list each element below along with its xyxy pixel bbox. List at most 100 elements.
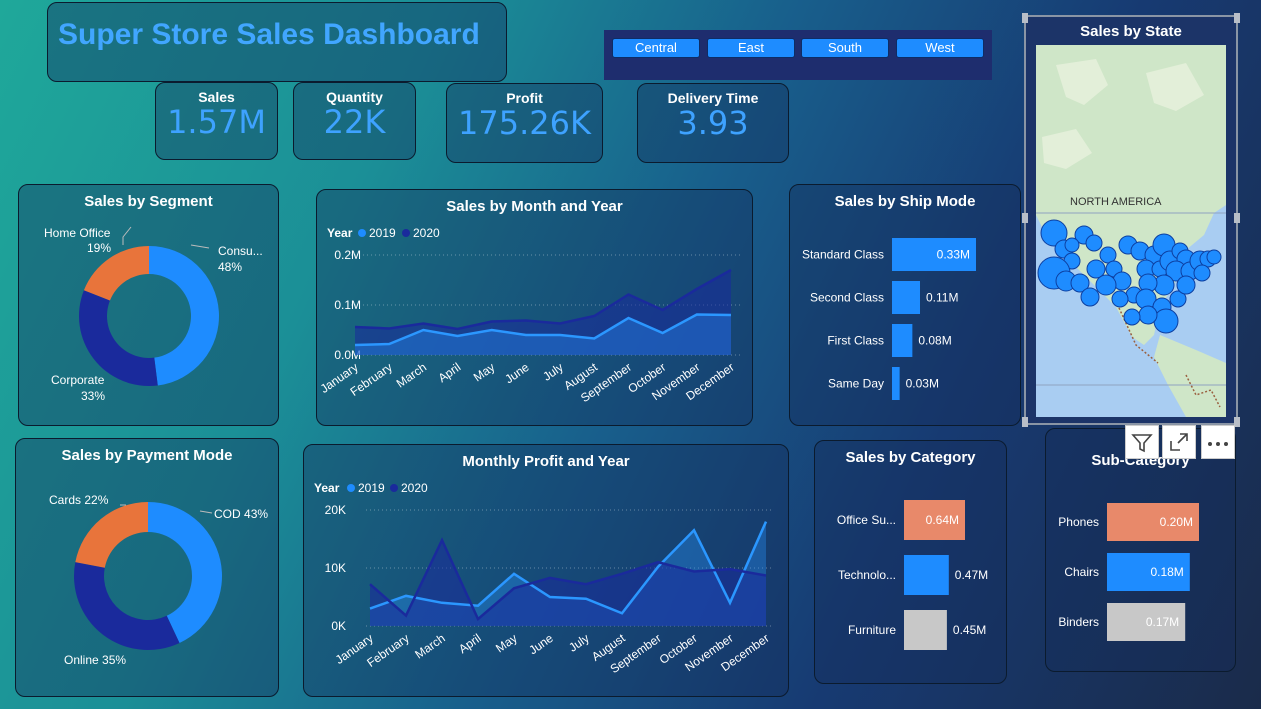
- segment-slice[interactable]: [149, 246, 220, 386]
- x-tick-label: March: [394, 360, 429, 391]
- resize-handle[interactable]: [1022, 417, 1028, 427]
- state-bubble[interactable]: [1153, 308, 1179, 334]
- payment-donut-chart: Cards 22% COD 43% Online 35%: [49, 493, 268, 667]
- payment-slice[interactable]: [148, 502, 222, 643]
- state-bubble[interactable]: [1085, 234, 1103, 252]
- state-bubble[interactable]: [1169, 290, 1187, 308]
- segment-pct-corporate: 33%: [81, 389, 105, 403]
- value-label: 0.33M: [937, 248, 970, 262]
- bar[interactable]: [904, 555, 949, 595]
- state-bubble[interactable]: [1206, 249, 1222, 265]
- category-chart-title: Sales by Category: [845, 449, 976, 466]
- state-bubble[interactable]: [1193, 264, 1211, 282]
- bar[interactable]: [1107, 503, 1199, 541]
- line-2019[interactable]: [354, 313, 732, 347]
- category-label: Office Su...: [837, 513, 896, 527]
- state-bubble[interactable]: [1123, 308, 1141, 326]
- kpi-delivery-value: 3.93: [677, 104, 749, 142]
- profit-legend-title: Year: [314, 481, 340, 495]
- payment-chart-title: Sales by Payment Mode: [61, 447, 233, 464]
- slicer-south-button[interactable]: South: [801, 38, 889, 58]
- state-map-card[interactable]: Sales by State NORTH AMERICA: [1022, 13, 1240, 427]
- area-2019: [355, 314, 731, 355]
- more-options-icon[interactable]: [1201, 425, 1235, 459]
- region-slicer: Central East South West: [604, 30, 992, 80]
- value-label: 0.17M: [1146, 615, 1179, 629]
- kpi-sales-value: 1.57M: [167, 103, 266, 141]
- payment-label-online: Online 35%: [64, 653, 126, 667]
- value-label: 0.64M: [926, 513, 959, 527]
- state-bubble[interactable]: [1080, 287, 1100, 307]
- month-chart-title: Sales by Month and Year: [446, 198, 623, 215]
- month-area-chart: Year 2019 2020 0.0M0.1M0.2M JanuaryFebru…: [318, 226, 741, 405]
- value-label: 0.18M: [1150, 565, 1183, 579]
- month-legend-title: Year: [327, 226, 353, 240]
- x-tick-label: May: [493, 631, 520, 655]
- resize-handle[interactable]: [1234, 213, 1240, 223]
- resize-handle[interactable]: [1022, 13, 1028, 23]
- month-legend-2019-marker: [358, 229, 366, 237]
- kpi-quantity-card: Quantity 22K: [293, 82, 416, 160]
- segment-chart-card: Sales by Segment Home Office 19% Consu..…: [18, 184, 279, 426]
- segment-slice[interactable]: [83, 246, 149, 301]
- line-2020[interactable]: [369, 537, 767, 622]
- category-chart-card: Sales by Category Office Su... 0.64M Techn…: [814, 440, 1007, 684]
- month-legend-2019: 2019: [369, 226, 396, 240]
- dashboard-title: Super Store Sales Dashboard: [58, 18, 480, 51]
- bar[interactable]: [892, 367, 900, 400]
- state-bubble[interactable]: [1040, 219, 1068, 247]
- x-tick-label: June: [526, 631, 556, 658]
- bar[interactable]: [904, 500, 965, 540]
- state-bubble[interactable]: [1138, 305, 1158, 325]
- focus-mode-icon[interactable]: [1162, 425, 1196, 459]
- bar[interactable]: [892, 324, 913, 357]
- kpi-delivery-label: Delivery Time: [667, 90, 759, 106]
- state-bubble[interactable]: [1095, 274, 1117, 296]
- resize-handle[interactable]: [1234, 13, 1240, 23]
- slicer-east-button[interactable]: East: [707, 38, 795, 58]
- profit-legend-2019: 2019: [358, 481, 385, 495]
- payment-slice[interactable]: [74, 562, 180, 650]
- y-tick-label: 20K: [325, 503, 346, 517]
- state-bubble[interactable]: [1111, 290, 1129, 308]
- profit-chart-card: Monthly Profit and Year Year 2019 2020 0…: [303, 444, 789, 697]
- value-label: 0.20M: [1160, 515, 1193, 529]
- ship-mode-bar-chart: Standard Class 0.33M Second Class 0.11M Firs…: [802, 238, 976, 400]
- state-bubble[interactable]: [1086, 259, 1106, 279]
- category-label: Second Class: [810, 291, 884, 305]
- profit-chart-title: Monthly Profit and Year: [462, 453, 630, 470]
- bar[interactable]: [1107, 553, 1190, 591]
- state-bubble[interactable]: [1176, 275, 1196, 295]
- value-label: 0.08M: [918, 334, 951, 348]
- month-legend-2020: 2020: [413, 226, 440, 240]
- filter-icon[interactable]: [1125, 425, 1159, 459]
- segment-label-corporate: Corporate: [51, 373, 105, 387]
- segment-slice[interactable]: [79, 290, 158, 386]
- kpi-profit-card: Profit 175.26K: [446, 83, 603, 163]
- category-label: Chairs: [1064, 565, 1099, 579]
- bar[interactable]: [1107, 603, 1186, 641]
- bar[interactable]: [904, 610, 947, 650]
- slicer-central-button[interactable]: Central: [612, 38, 700, 58]
- resize-handle[interactable]: [1022, 213, 1028, 223]
- state-map[interactable]: NORTH AMERICA: [1036, 45, 1226, 417]
- bar[interactable]: [892, 238, 976, 271]
- line-2020[interactable]: [354, 268, 732, 331]
- state-map-title: Sales by State: [1080, 23, 1182, 40]
- profit-legend-2020-marker: [390, 484, 398, 492]
- payment-slice[interactable]: [75, 502, 148, 568]
- value-label: 0.11M: [926, 291, 958, 305]
- kpi-profit-value: 175.26K: [458, 104, 591, 142]
- bar[interactable]: [892, 281, 920, 314]
- resize-handle[interactable]: [1234, 417, 1240, 427]
- payment-label-cod: COD 43%: [214, 507, 268, 521]
- line-2019[interactable]: [369, 521, 768, 615]
- kpi-quantity-value: 22K: [323, 103, 386, 141]
- y-tick-label: 0K: [331, 619, 346, 633]
- kpi-sales-card: Sales 1.57M: [155, 82, 278, 160]
- y-tick-label: 0.2M: [334, 248, 361, 262]
- month-legend-2020-marker: [402, 229, 410, 237]
- state-bubble[interactable]: [1064, 237, 1080, 253]
- slicer-west-button[interactable]: West: [896, 38, 984, 58]
- state-bubble[interactable]: [1070, 273, 1090, 293]
